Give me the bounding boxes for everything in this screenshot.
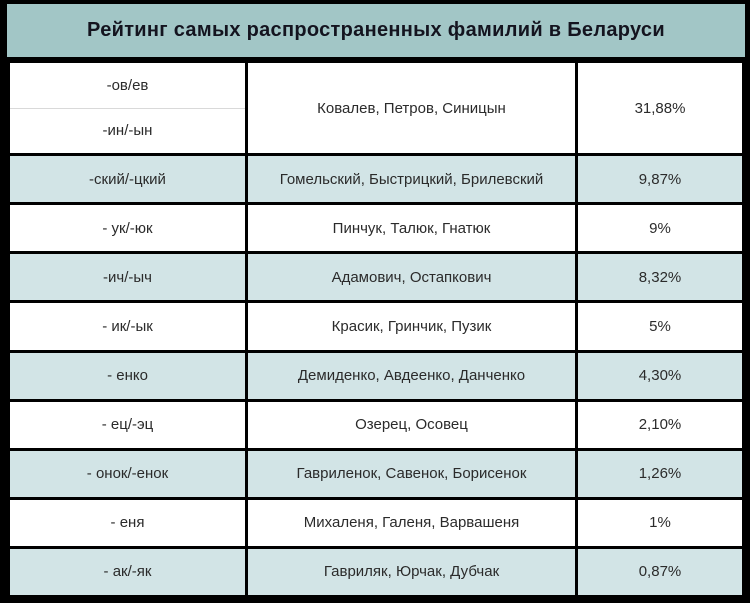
surnames-cell: Адамович, Остапкович	[245, 251, 578, 304]
percent-cell: 8,32%	[575, 251, 745, 304]
percent-cell: 0,87%	[575, 545, 745, 599]
table-row: - ак/-як Гавриляк, Юрчак, Дубчак 0,87%	[7, 545, 745, 599]
surnames-cell: Ковалев, Петров, Синицын	[245, 59, 578, 157]
suffix-cell: -ский/-цкий	[7, 153, 248, 206]
suffix-cell: - ец/-эц	[7, 398, 248, 451]
table-row: -ин/-ын	[7, 107, 744, 157]
page-title: Рейтинг самых распространенных фамилий в…	[7, 4, 745, 57]
table-row: - онок/-енок Гавриленок, Савенок, Борисе…	[7, 447, 745, 500]
suffix-cell: - еня	[7, 496, 248, 549]
table-row: - еня Михаленя, Галеня, Варвашеня 1%	[7, 496, 745, 549]
percent-cell: 1,26%	[575, 447, 745, 500]
surnames-cell: Гавриляк, Юрчак, Дубчак	[245, 545, 578, 599]
surname-rating-table: -ов/ев Ковалев, Петров, Синицын 31,88% -…	[7, 59, 745, 599]
table-row: - ец/-эц Озерец, Осовец 2,10%	[7, 398, 745, 451]
surnames-cell: Озерец, Осовец	[245, 398, 578, 451]
percent-cell: 1%	[575, 496, 745, 549]
table-row: -ов/ев Ковалев, Петров, Синицын 31,88%	[7, 59, 745, 157]
percent-cell: 4,30%	[575, 349, 745, 402]
table-row: - енко Демиденко, Авдеенко, Данченко 4,3…	[7, 349, 745, 402]
suffix-cell: - енко	[7, 349, 248, 402]
suffix-cell: -ов/ев	[7, 60, 248, 109]
surnames-cell: Пинчук, Талюк, Гнатюк	[245, 202, 578, 255]
surnames-cell: Красик, Гринчик, Пузик	[245, 300, 578, 353]
percent-cell: 2,10%	[575, 398, 745, 451]
percent-cell: 9,87%	[575, 153, 745, 206]
surnames-cell: Михаленя, Галеня, Варвашеня	[245, 496, 578, 549]
percent-cell: 31,88%	[575, 59, 745, 157]
suffix-cell: - онок/-енок	[7, 447, 248, 500]
suffix-cell: -ин/-ын	[7, 107, 248, 157]
table-row: - ик/-ык Красик, Гринчик, Пузик 5%	[7, 300, 745, 353]
surnames-cell: Гавриленок, Савенок, Борисенок	[245, 447, 578, 500]
percent-cell: 5%	[575, 300, 745, 353]
suffix-cell: - ук/-юк	[7, 202, 248, 255]
table-row: -ич/-ыч Адамович, Остапкович 8,32%	[7, 251, 745, 304]
table-row: - ук/-юк Пинчук, Талюк, Гнатюк 9%	[7, 202, 745, 255]
suffix-cell: - ик/-ык	[7, 300, 248, 353]
percent-cell: 9%	[575, 202, 745, 255]
suffix-cell: -ич/-ыч	[7, 251, 248, 304]
suffix-cell: - ак/-як	[7, 545, 248, 599]
surnames-cell: Гомельский, Быстрицкий, Брилевский	[245, 153, 578, 206]
surnames-cell: Демиденко, Авдеенко, Данченко	[245, 349, 578, 402]
table-row: -ский/-цкий Гомельский, Быстрицкий, Брил…	[7, 153, 745, 206]
